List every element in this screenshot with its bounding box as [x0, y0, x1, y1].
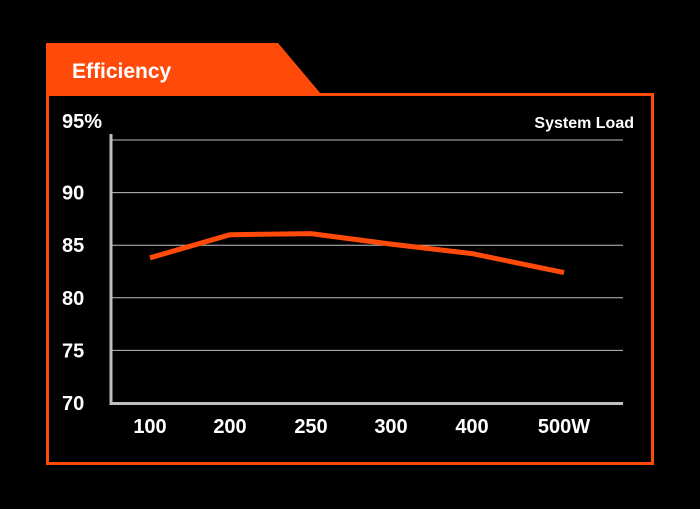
x-tick-label: 250 [294, 416, 327, 438]
chart-frame [46, 93, 654, 465]
x-tick-label: 400 [455, 416, 488, 438]
y-tick-label: 80 [62, 288, 84, 310]
efficiency-line [149, 231, 565, 276]
y-tick-label: 90 [62, 183, 84, 205]
x-tick-label: 500W [538, 416, 590, 438]
x-tick-label: 300 [374, 416, 407, 438]
y-tick-label: 85 [62, 235, 84, 257]
y-tick-label: 70 [62, 393, 84, 415]
y-tick-label: 75 [62, 340, 84, 362]
grid-lines [111, 139, 623, 351]
x-tick-label: 200 [213, 416, 246, 438]
chart-title: Efficiency [72, 60, 172, 83]
axes [109, 134, 623, 405]
series-layer [149, 231, 565, 276]
x-axis-label: System Load [534, 115, 634, 132]
y-tick-labels: 95% 90 85 80 75 70 [62, 111, 102, 415]
x-tick-labels: 100 200 250 300 400 500W [133, 416, 590, 438]
title-tab [46, 43, 321, 94]
y-tick-label: 95% [62, 111, 102, 133]
x-tick-label: 100 [133, 416, 166, 438]
